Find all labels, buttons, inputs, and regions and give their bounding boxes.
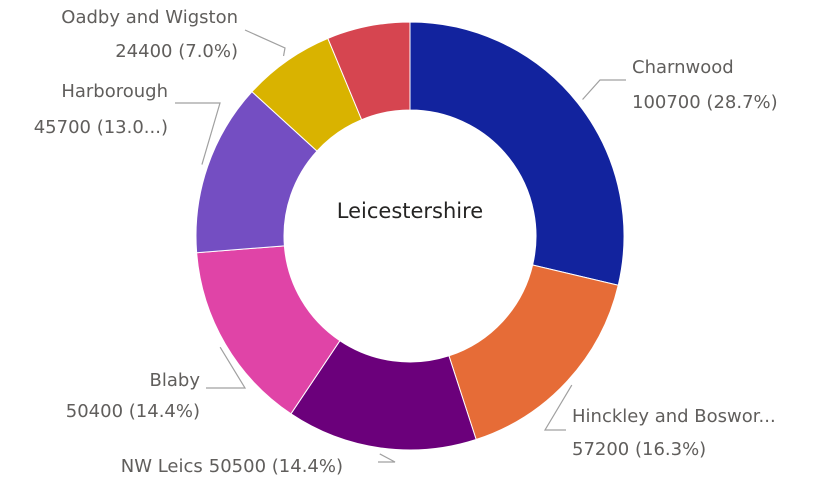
donut-slice bbox=[409, 21, 625, 286]
data-label: NW Leics 50500 (14.4%) bbox=[121, 456, 343, 477]
center-label: Leicestershire bbox=[337, 199, 483, 223]
leader-line bbox=[582, 79, 626, 100]
category-label: Charnwood bbox=[632, 57, 734, 78]
leader-line bbox=[543, 384, 573, 431]
leader-line bbox=[206, 346, 247, 389]
category-label: Harborough bbox=[61, 81, 168, 102]
value-label: 100700 (28.7%) bbox=[632, 92, 778, 113]
value-label: 45700 (13.0...) bbox=[34, 117, 168, 138]
value-label: 50400 (14.4%) bbox=[66, 401, 200, 422]
leader-line bbox=[175, 102, 221, 165]
category-label: Hinckley and Boswor... bbox=[572, 406, 776, 427]
leader-line bbox=[378, 453, 396, 463]
leader-line bbox=[244, 29, 286, 57]
category-label: Blaby bbox=[150, 370, 201, 391]
category-label: Oadby and Wigston bbox=[61, 7, 238, 28]
value-label: 50500 (14.4%) bbox=[209, 456, 343, 477]
category-label: NW Leics bbox=[121, 456, 203, 477]
donut-slice bbox=[327, 21, 411, 121]
value-label: 24400 (7.0%) bbox=[115, 41, 238, 62]
value-label: 57200 (16.3%) bbox=[572, 439, 706, 460]
